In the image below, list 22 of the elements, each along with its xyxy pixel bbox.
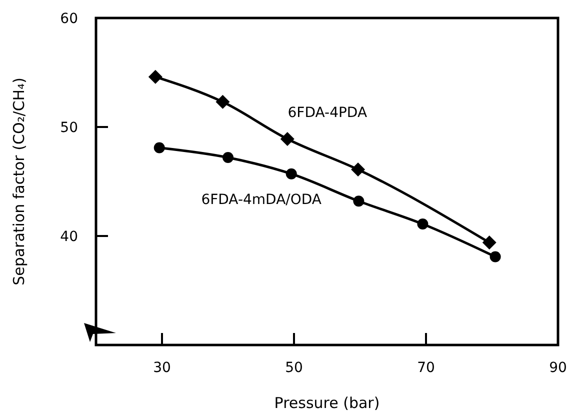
x-axis-title: Pressure (bar) <box>274 394 380 412</box>
x-tick-label: 50 <box>285 360 303 376</box>
point <box>286 168 297 180</box>
point <box>490 251 501 262</box>
x-tick-label: 70 <box>417 360 435 376</box>
x-tick-label: 30 <box>153 360 171 376</box>
point <box>216 94 230 109</box>
point <box>353 196 364 207</box>
point <box>148 70 162 84</box>
y-tick-label: 60 <box>60 11 78 27</box>
series-label: 6FDA-4mDA/ODA <box>201 192 322 208</box>
y-tick-label: 40 <box>60 229 78 245</box>
point <box>280 132 294 146</box>
series-label: 6FDA-4PDA <box>288 104 368 121</box>
point <box>351 162 366 177</box>
x-tick-label: 90 <box>549 360 567 376</box>
point <box>154 142 165 154</box>
y-axis-title: Separation factor (CO₂/CH₄) <box>10 78 28 286</box>
point <box>222 152 234 164</box>
point <box>417 218 428 230</box>
point <box>482 236 496 250</box>
y-tick-label: 50 <box>60 120 78 136</box>
